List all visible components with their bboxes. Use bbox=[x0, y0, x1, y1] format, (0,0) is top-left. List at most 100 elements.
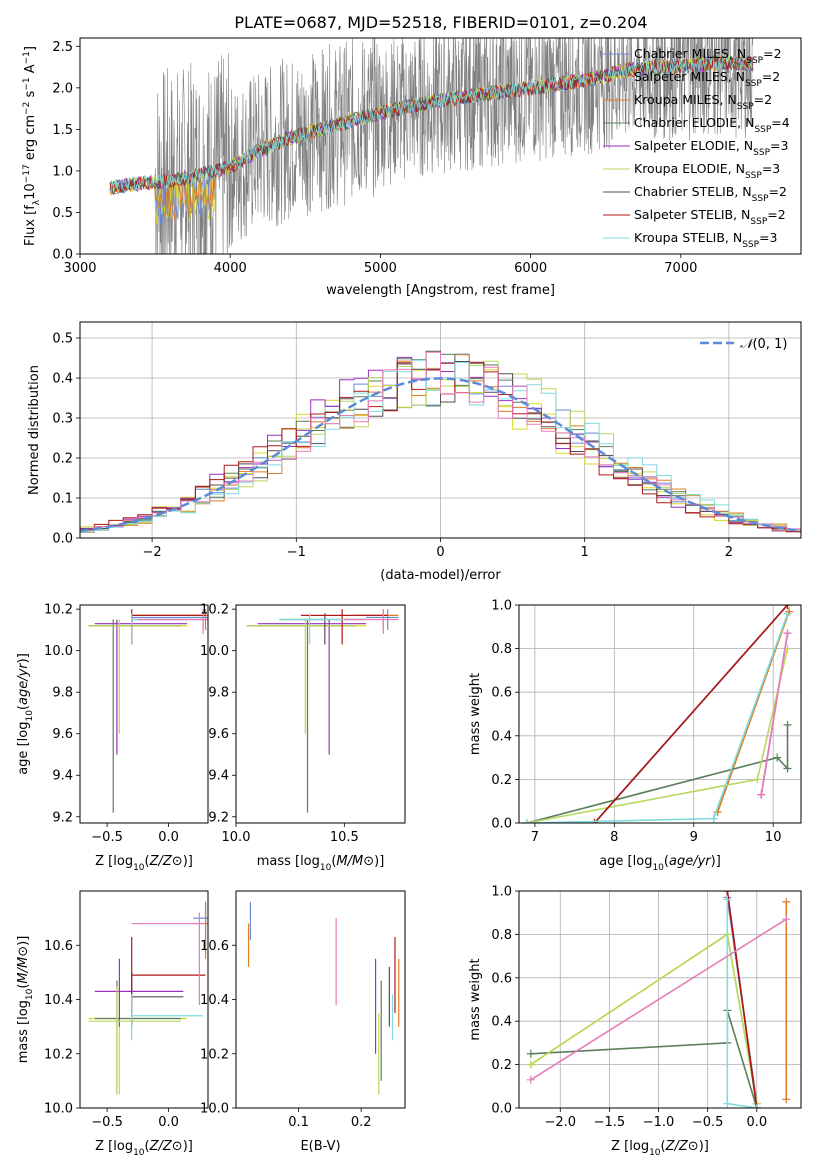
age-vs-z-point bbox=[94, 619, 188, 755]
mass-vs-z-panel: −0.5 0.0 10.0 10.2 10.4 10.6 Z [log10(Z/Z⊙)] ma… bbox=[16, 890, 209, 1158]
age-vs-z-y-tick-label: 10.2 bbox=[44, 603, 73, 618]
mass-vs-z-point bbox=[88, 985, 188, 1095]
mass-vs-z-point bbox=[131, 937, 206, 1014]
age-vs-mass-panel: 10.0 10.5 9.2 9.4 9.6 9.8 10.0 10.2 mass [log10(… bbox=[200, 603, 406, 873]
weight-vs-age-x-tick-label: 7 bbox=[531, 830, 539, 845]
residuals-hist-pink bbox=[80, 351, 801, 531]
weight-vs-age-y-tick-label: 0.4 bbox=[491, 729, 512, 744]
age-vs-mass-point bbox=[301, 609, 388, 645]
mass-vs-ebv-plot-area bbox=[247, 901, 400, 1095]
legend-entry: Chabrier ELODIE, NSSP=4 bbox=[634, 115, 790, 135]
residuals-x-tick-label: 1 bbox=[581, 545, 589, 560]
age-vs-mass-point bbox=[279, 613, 345, 645]
weight-vs-age-marker bbox=[757, 790, 766, 799]
weight-vs-z-x-tick-label: −0.5 bbox=[692, 1115, 724, 1130]
residuals-panel: −2 −1 0 1 2 0.0 0.1 0.2 0.3 0.4 0.5 (data-model)/er… bbox=[27, 321, 802, 583]
mass-vs-z-y-tick-label: 10.4 bbox=[44, 993, 73, 1008]
age-vs-mass-y-tick-label: 9.6 bbox=[208, 727, 229, 742]
spectrum-y-tick-label: 2.5 bbox=[52, 40, 73, 55]
spectrum-y-tick-label: 0.0 bbox=[52, 248, 73, 263]
weight-vs-age-y-tick-label: 0.6 bbox=[491, 686, 512, 701]
mass-vs-ebv-y-tick-label: 10.0 bbox=[200, 1102, 229, 1117]
weight-vs-age-y-axis-label: mass weight bbox=[468, 673, 483, 755]
age-vs-mass-frame bbox=[235, 604, 406, 824]
weight-vs-age-series-line bbox=[526, 724, 789, 823]
mass-vs-ebv-frame bbox=[235, 890, 406, 1109]
spectrum-model-line-salpeter-stelib bbox=[109, 54, 754, 193]
weight-vs-z-marker bbox=[526, 1060, 535, 1069]
weight-vs-z-marker bbox=[752, 1104, 761, 1108]
age-vs-mass-plot-area bbox=[246, 609, 399, 813]
weight-vs-age-y-tick-label: 1.0 bbox=[491, 599, 512, 614]
mass-vs-z-y-tick-label: 10.0 bbox=[44, 1102, 73, 1117]
legend-entry: Chabrier MILES, NSSP=2 bbox=[634, 46, 782, 66]
age-vs-z-point bbox=[131, 609, 206, 645]
age-vs-mass-x-tick-label: 10.0 bbox=[222, 830, 251, 845]
age-vs-z-y-axis-label: age [log10(age/yr)] bbox=[16, 653, 35, 775]
age-vs-mass-x-axis-label: mass [log10(M/M⊙)] bbox=[257, 854, 385, 873]
weight-vs-z-marker bbox=[782, 1095, 791, 1104]
weight-vs-age-marker bbox=[590, 819, 599, 823]
mass-vs-ebv-y-tick-label: 10.4 bbox=[200, 993, 229, 1008]
spectrum-plot-area bbox=[109, 38, 754, 254]
age-vs-mass-y-tick-label: 9.8 bbox=[208, 686, 229, 701]
weight-vs-age-x-tick-label: 8 bbox=[610, 830, 618, 845]
mass-vs-z-point bbox=[94, 958, 184, 1027]
spectrum-y-tick-label: 0.5 bbox=[52, 206, 73, 221]
weight-vs-z-y-tick-label: 0.4 bbox=[491, 1015, 512, 1030]
residuals-y-tick-label: 0.2 bbox=[52, 452, 73, 467]
age-vs-z-y-tick-label: 9.8 bbox=[52, 686, 73, 701]
weight-vs-age-x-axis-label: age [log10(age/yr)] bbox=[599, 854, 721, 873]
mass-vs-z-x-tick-label: 0.0 bbox=[158, 1115, 179, 1130]
age-vs-mass-point bbox=[246, 619, 356, 813]
legend-entry: Salpeter MILES, NSSP=2 bbox=[634, 69, 780, 89]
residuals-normal-curve bbox=[80, 377, 801, 533]
figure-title: PLATE=0687, MJD=52518, FIBERID=0101, z=0… bbox=[234, 13, 647, 32]
age-vs-mass-point bbox=[279, 613, 366, 645]
weight-vs-age-x-tick-label: 10 bbox=[765, 830, 782, 845]
spectrum-x-tick-label: 3000 bbox=[63, 261, 96, 276]
age-vs-mass-x-tick-label: 10.5 bbox=[330, 830, 359, 845]
spectrum-model-line-kroupa-stelib bbox=[109, 54, 754, 193]
age-vs-mass-y-tick-label: 9.2 bbox=[208, 810, 229, 825]
age-vs-z-y-tick-label: 10.0 bbox=[44, 644, 73, 659]
legend-entry: 𝒩(0, 1) bbox=[740, 337, 787, 352]
age-vs-z-frame bbox=[79, 604, 209, 824]
legend-entry: Salpeter ELODIE, NSSP=3 bbox=[634, 138, 788, 158]
mass-vs-ebv-panel: 0.1 0.2 10.0 10.2 10.4 10.6 E(B-V) bbox=[200, 890, 406, 1154]
weight-vs-age-x-tick-label: 9 bbox=[690, 830, 698, 845]
mass-vs-z-point bbox=[131, 994, 204, 1041]
weight-vs-z-marker bbox=[723, 895, 732, 904]
age-vs-z-y-tick-label: 9.6 bbox=[52, 727, 73, 742]
age-vs-z-plot-area bbox=[88, 609, 208, 813]
residuals-legend: 𝒩(0, 1) bbox=[700, 337, 787, 352]
weight-vs-z-marker bbox=[782, 915, 791, 924]
spectrum-data-line bbox=[154, 38, 753, 254]
weight-vs-z-frame bbox=[518, 890, 802, 1109]
mass-vs-z-point bbox=[94, 980, 181, 1095]
legend-entry: Kroupa MILES, NSSP=2 bbox=[634, 92, 772, 112]
mass-vs-ebv-y-tick-label: 10.6 bbox=[200, 939, 229, 954]
weight-vs-age-series-line bbox=[760, 633, 789, 795]
weight-vs-age-marker bbox=[783, 605, 792, 609]
residuals-y-axis-label: Normed distribution bbox=[27, 365, 42, 495]
mass-vs-ebv-x-tick-label: 0.2 bbox=[351, 1115, 372, 1130]
weight-vs-z-marker bbox=[723, 891, 732, 895]
age-vs-z-y-tick-label: 9.4 bbox=[52, 769, 73, 784]
legend-entry: Kroupa STELIB, NSSP=3 bbox=[634, 230, 778, 250]
legend-entry: Salpeter STELIB, NSSP=2 bbox=[634, 207, 786, 227]
age-vs-mass-point bbox=[246, 619, 356, 734]
weight-vs-age-marker bbox=[783, 629, 792, 638]
mass-vs-z-x-axis-label: Z [log10(Z/Z⊙)] bbox=[95, 1139, 193, 1158]
residuals-x-tick-label: −2 bbox=[143, 545, 162, 560]
age-vs-z-point bbox=[88, 619, 181, 813]
weight-vs-age-panel: 7 8 9 10 0.0 0.2 0.4 0.6 0.8 1.0 mass weight age [l… bbox=[468, 599, 802, 873]
residuals-plot-area bbox=[80, 350, 801, 533]
weight-vs-age-marker bbox=[773, 753, 782, 762]
weight-vs-z-x-tick-label: −2.0 bbox=[544, 1115, 576, 1130]
weight-vs-z-y-tick-label: 0.2 bbox=[491, 1058, 512, 1073]
weight-vs-z-y-tick-label: 0.0 bbox=[491, 1102, 512, 1117]
age-vs-mass-point bbox=[344, 609, 399, 635]
residuals-x-tick-label: −1 bbox=[287, 545, 306, 560]
weight-vs-z-y-tick-label: 0.6 bbox=[491, 971, 512, 986]
